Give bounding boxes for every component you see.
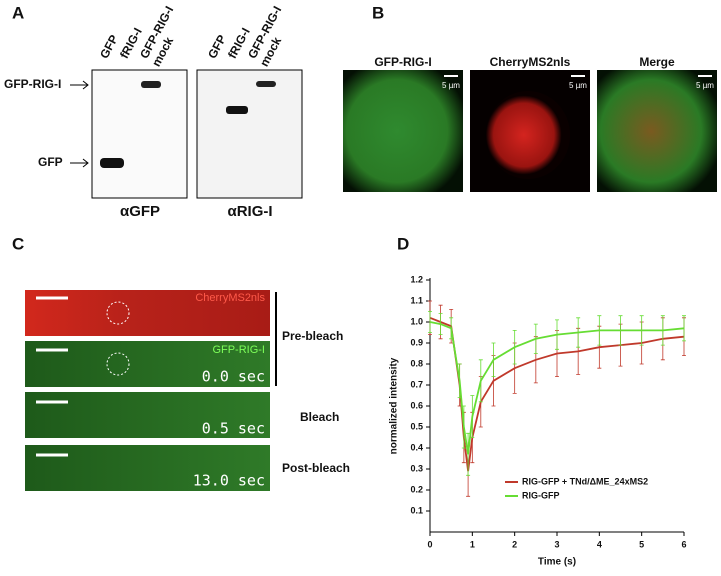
- y-tick-label: 0.9: [410, 337, 423, 347]
- y-axis-label: normalized intensity: [389, 357, 400, 454]
- channel-label: GFP-RIG-I: [212, 344, 265, 356]
- image-title: GFP-RIG-I: [374, 55, 431, 69]
- x-tick-label: 2: [512, 539, 517, 549]
- y-tick-label: 0.7: [410, 379, 423, 389]
- legend-label: RIG-GFP + TNd/ΔME_24xMS2: [522, 476, 648, 486]
- y-tick-label: 0.5: [410, 421, 423, 431]
- panel-letter: D: [397, 234, 409, 253]
- x-tick-label: 1: [470, 539, 475, 549]
- scale-bar-label: 5 µm: [696, 81, 714, 90]
- y-tick-label: 1.0: [410, 316, 423, 326]
- image-title: Merge: [639, 55, 675, 69]
- time-label: 13.0 sec: [193, 472, 265, 490]
- y-tick-label: 0.3: [410, 463, 423, 473]
- x-tick-label: 5: [639, 539, 644, 549]
- time-label: 0.0 sec: [202, 368, 265, 386]
- legend-label: RIG-GFP: [522, 490, 560, 500]
- y-tick-label: 0.4: [410, 442, 423, 452]
- time-label: 0.5 sec: [202, 420, 265, 438]
- image-title: CherryMS2nls: [490, 55, 571, 69]
- channel-label: CherryMS2nls: [195, 292, 265, 304]
- phase-label: Pre-bleach: [282, 329, 343, 343]
- phase-label: Bleach: [300, 410, 339, 424]
- band: [100, 158, 124, 168]
- panel-letter: C: [12, 234, 24, 253]
- lane-label: GFP: [205, 33, 229, 61]
- band: [226, 106, 248, 114]
- y-tick-label: 1.2: [410, 274, 423, 284]
- micrograph: [343, 70, 463, 192]
- band: [141, 81, 161, 88]
- y-tick-label: 0.1: [410, 505, 423, 515]
- scale-bar-label: 5 µm: [442, 81, 460, 90]
- y-tick-label: 0.6: [410, 400, 423, 410]
- band: [256, 81, 276, 87]
- scale-bar-label: 5 µm: [569, 81, 587, 90]
- x-tick-label: 3: [554, 539, 559, 549]
- lane-label: GFP: [97, 33, 121, 61]
- marker-label: GFP-RIG-I: [4, 77, 61, 91]
- data-line: [429, 321, 685, 455]
- y-tick-label: 1.1: [410, 295, 423, 305]
- y-tick-label: 0.2: [410, 484, 423, 494]
- blot: [196, 69, 303, 199]
- micrograph: [25, 392, 270, 438]
- x-tick-label: 4: [597, 539, 602, 549]
- micrograph: [25, 445, 270, 491]
- x-tick-label: 0: [427, 539, 432, 549]
- x-axis-label: Time (s): [538, 557, 576, 568]
- panel-letter: A: [12, 3, 24, 22]
- antibody-label: αRIG-I: [227, 203, 272, 220]
- antibody-label: αGFP: [120, 203, 160, 220]
- y-tick-label: 0.8: [410, 358, 423, 368]
- blot: [91, 69, 188, 199]
- micrograph: [597, 70, 717, 192]
- x-tick-label: 6: [681, 539, 686, 549]
- marker-label: GFP: [38, 155, 63, 169]
- panel-letter: B: [372, 3, 384, 22]
- phase-label: Post-bleach: [282, 461, 350, 475]
